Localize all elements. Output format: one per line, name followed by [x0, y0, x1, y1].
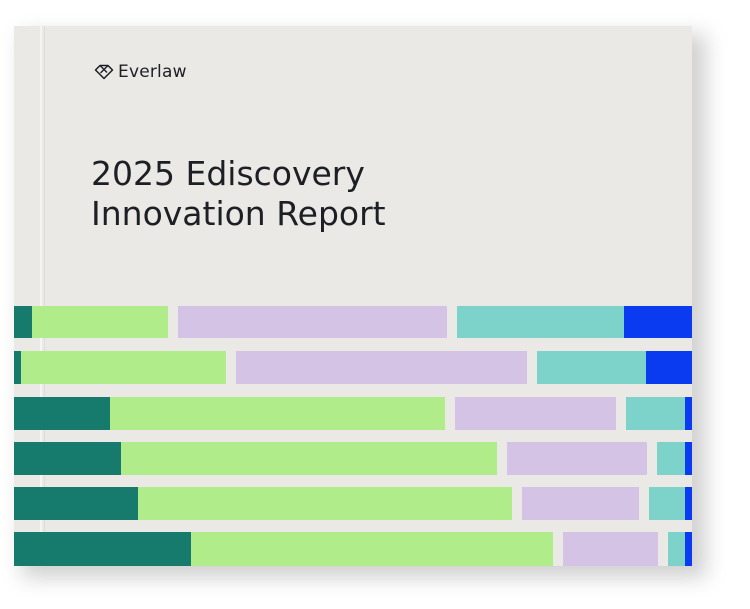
report-title: 2025 Ediscovery Innovation Report	[91, 154, 386, 234]
bar-segment	[685, 397, 692, 430]
bar-segment	[236, 351, 527, 384]
bar-segment	[626, 397, 685, 430]
bar-segment	[14, 351, 21, 384]
bar-segment	[455, 397, 616, 430]
brand-logo: Everlaw	[94, 62, 187, 82]
bar-segment	[685, 487, 692, 520]
bar-segment	[646, 351, 692, 384]
bar-segment	[649, 487, 685, 520]
brand-name: Everlaw	[118, 62, 187, 82]
bar-segment	[21, 351, 226, 384]
bar-segment	[14, 532, 191, 566]
bar-segment	[14, 487, 138, 520]
decorative-bars	[14, 306, 692, 566]
bar-segment	[685, 442, 692, 475]
spine-highlight	[40, 26, 42, 566]
bar-segment	[685, 532, 692, 566]
bar-segment	[138, 487, 512, 520]
bar-segment	[110, 397, 445, 430]
bar-segment	[657, 442, 685, 475]
bar-segment	[14, 306, 32, 338]
bar-segment	[32, 306, 168, 338]
bar-segment	[121, 442, 497, 475]
bar-segment	[668, 532, 685, 566]
bar-segment	[191, 532, 553, 566]
bar-segment	[14, 442, 121, 475]
bar-segment	[178, 306, 447, 338]
diamond-logo-icon	[94, 64, 114, 80]
bar-segment	[563, 532, 658, 566]
title-line-2: Innovation Report	[91, 194, 386, 233]
bar-segment	[507, 442, 647, 475]
bar-segment	[522, 487, 639, 520]
bar-segment	[14, 397, 110, 430]
report-cover: Everlaw 2025 Ediscovery Innovation Repor…	[14, 26, 692, 566]
bar-segment	[537, 351, 646, 384]
title-line-1: 2025 Ediscovery	[91, 154, 365, 193]
spine-crease	[44, 26, 45, 566]
bar-segment	[457, 306, 624, 338]
bar-segment	[624, 306, 692, 338]
